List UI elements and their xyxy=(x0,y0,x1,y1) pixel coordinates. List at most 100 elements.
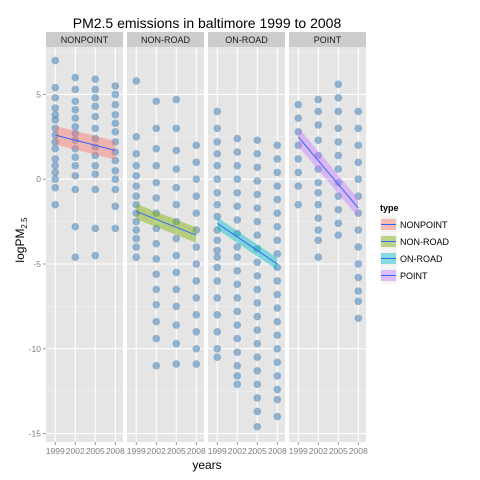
x-tick-label: 2005 xyxy=(329,446,348,456)
data-point xyxy=(111,175,120,184)
data-point xyxy=(253,231,262,239)
data-point xyxy=(111,119,120,128)
data-point xyxy=(334,138,343,146)
data-point xyxy=(111,111,120,119)
facet-strip xyxy=(289,32,366,47)
data-point xyxy=(253,136,262,145)
data-point xyxy=(71,85,80,94)
data-point xyxy=(91,224,100,233)
data-point xyxy=(132,161,141,170)
data-point xyxy=(273,317,282,326)
data-point xyxy=(152,144,161,153)
legend: type NONPOINT NON-ROAD ON-ROAD POINT xyxy=(379,203,449,285)
data-point xyxy=(71,105,80,114)
facet-strip xyxy=(127,32,204,47)
data-point xyxy=(152,270,161,278)
data-point xyxy=(152,124,161,133)
data-point xyxy=(51,83,60,92)
data-point xyxy=(213,263,222,272)
legend-item-on-road: ON-ROAD xyxy=(379,249,443,268)
x-tick-label: 2008 xyxy=(349,446,368,456)
data-point xyxy=(334,165,343,173)
data-point xyxy=(213,161,222,170)
x-tick-label: 1999 xyxy=(127,446,146,456)
data-point xyxy=(51,56,60,65)
facet-strip xyxy=(46,32,123,47)
data-point xyxy=(273,395,282,404)
x-tick-label: 2008 xyxy=(187,446,206,456)
data-point xyxy=(253,299,262,307)
data-point xyxy=(253,407,262,416)
data-point xyxy=(253,353,262,362)
data-point xyxy=(314,95,323,104)
x-tick-label: 2008 xyxy=(106,446,125,456)
data-point xyxy=(273,344,282,353)
data-point xyxy=(233,243,242,251)
data-point xyxy=(172,146,181,155)
data-point xyxy=(91,75,100,84)
data-point xyxy=(51,104,60,112)
legend-label: NONPOINT xyxy=(400,220,448,230)
data-point xyxy=(172,285,181,294)
legend-label: POINT xyxy=(400,271,428,281)
data-point xyxy=(294,168,303,177)
data-point xyxy=(273,209,282,217)
x-tick-label: 1999 xyxy=(289,446,308,456)
data-point xyxy=(111,202,120,211)
data-point xyxy=(253,339,262,348)
data-point xyxy=(253,177,262,185)
data-point xyxy=(354,141,363,150)
data-point xyxy=(253,163,262,172)
data-point xyxy=(213,212,222,221)
data-point xyxy=(253,204,262,212)
data-point xyxy=(314,236,323,245)
data-point xyxy=(51,200,60,209)
data-point xyxy=(132,226,141,234)
data-point xyxy=(213,294,222,302)
data-point xyxy=(314,253,323,262)
data-point xyxy=(213,200,222,209)
panel-background xyxy=(46,47,123,442)
trend-line xyxy=(55,134,116,151)
data-point xyxy=(91,161,100,170)
data-point xyxy=(111,224,120,233)
data-point xyxy=(354,287,363,295)
x-tick-label: 1999 xyxy=(208,446,227,456)
data-point xyxy=(334,192,343,200)
data-point xyxy=(51,168,60,177)
x-tick-label: 2008 xyxy=(268,446,287,456)
legend-item-non-road: NON-ROAD xyxy=(379,232,449,251)
data-point xyxy=(91,85,100,94)
data-point xyxy=(152,361,161,370)
legend-title: type xyxy=(380,203,399,213)
data-point xyxy=(152,239,161,248)
data-point xyxy=(213,226,222,234)
data-point xyxy=(132,182,141,190)
data-point xyxy=(314,165,323,173)
data-point xyxy=(213,253,222,262)
data-point xyxy=(71,185,80,194)
data-point xyxy=(233,294,242,302)
data-point xyxy=(233,148,242,156)
data-point xyxy=(213,236,222,245)
data-point xyxy=(132,217,141,226)
x-axis-title: years xyxy=(192,458,221,472)
data-point xyxy=(273,358,282,367)
data-point xyxy=(294,127,303,136)
data-point xyxy=(111,127,120,136)
data-point xyxy=(334,107,343,116)
data-point xyxy=(233,253,242,262)
data-point xyxy=(314,151,323,160)
panel-background xyxy=(208,47,285,442)
data-point xyxy=(172,234,181,243)
data-point xyxy=(233,307,242,316)
data-point xyxy=(111,138,120,146)
data-point xyxy=(213,277,222,285)
trend-line xyxy=(136,210,197,236)
data-point xyxy=(192,175,201,184)
data-point xyxy=(334,219,343,228)
data-point xyxy=(172,302,181,311)
data-point xyxy=(111,82,120,90)
data-point xyxy=(91,124,100,133)
x-tick-label: 2002 xyxy=(228,446,247,456)
